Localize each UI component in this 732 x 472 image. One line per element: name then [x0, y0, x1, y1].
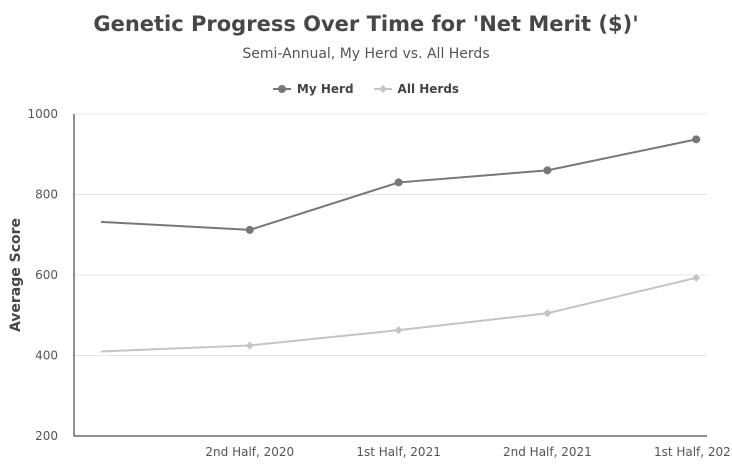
data-point-my-herd	[394, 178, 403, 187]
chart-title: Genetic Progress Over Time for 'Net Meri…	[93, 12, 639, 36]
legend: My Herd All Herds	[0, 82, 732, 96]
x-tick-label: 2nd Half, 2020	[205, 445, 294, 459]
data-point-all-herds	[394, 326, 403, 335]
y-tick-label: 1000	[27, 107, 58, 121]
series-line-all-herds	[100, 276, 697, 353]
legend-label-all-herds: All Herds	[397, 82, 460, 96]
legend-marker-all-herds	[373, 85, 392, 93]
chart-subtitle: Semi-Annual, My Herd vs. All Herds	[242, 46, 490, 62]
data-point-all-herds	[692, 273, 701, 282]
x-tick-label: 2nd Half, 2021	[503, 445, 592, 459]
x-tick-label: 1st Half, 2022	[654, 445, 732, 459]
legend-marker-my-herd	[272, 85, 291, 93]
legend-item-all-herds[interactable]: All Herds	[373, 82, 460, 96]
x-tick-label: 1st Half, 2021	[356, 445, 441, 459]
legend-label-my-herd: My Herd	[296, 82, 354, 96]
data-point-all-herds	[543, 309, 552, 318]
y-tick-label: 200	[35, 429, 58, 443]
data-point-my-herd	[543, 166, 552, 175]
legend-item-my-herd[interactable]: My Herd	[272, 82, 354, 96]
data-point-my-herd	[245, 225, 254, 234]
y-tick-label: 600	[35, 268, 58, 282]
y-tick-label: 400	[35, 349, 58, 363]
data-point-my-herd	[692, 135, 701, 144]
y-tick-label: 800	[35, 188, 58, 202]
data-point-all-herds	[245, 341, 254, 350]
